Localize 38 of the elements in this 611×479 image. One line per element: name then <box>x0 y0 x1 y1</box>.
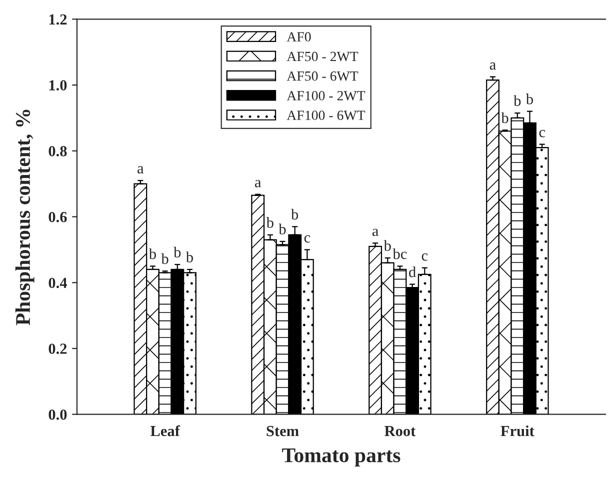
x-tick-label: Stem <box>266 426 299 436</box>
data-label: a <box>490 62 496 70</box>
legend-label: AF100 - 2WT <box>286 91 366 100</box>
data-label: d <box>409 266 416 278</box>
data-label: b <box>161 253 168 264</box>
data-label: b <box>291 208 298 220</box>
data-label: a <box>138 166 144 174</box>
x-tick-label: Root <box>384 426 416 436</box>
legend-label: AF0 <box>286 32 311 42</box>
data-label: b <box>514 95 521 106</box>
y-tick-label: 0.4 <box>48 278 67 288</box>
data-label: c <box>539 130 545 138</box>
y-tick-label: 0.8 <box>48 146 67 156</box>
x-tick-label: Leaf <box>150 425 180 436</box>
data-label: b <box>526 94 533 104</box>
data-label: c <box>422 253 428 261</box>
y-tick-label: 0.2 <box>48 344 67 354</box>
y-tick-label: 0.0 <box>48 409 67 420</box>
data-label: b <box>266 217 274 228</box>
y-tick-label: 0.6 <box>48 212 67 222</box>
data-label: c <box>304 235 310 243</box>
data-label: b <box>148 248 156 260</box>
legend-label: AF50 - 2WT <box>286 52 358 62</box>
y-tick-label: 1.2 <box>49 14 67 25</box>
data-label: b <box>186 252 193 262</box>
data-label: b <box>174 246 181 258</box>
data-label: b <box>384 240 391 251</box>
y-axis-title: Phosphorous content, % <box>15 110 34 326</box>
y-tick-label: 1.0 <box>49 80 67 91</box>
data-label: a <box>255 180 262 188</box>
data-label: b <box>501 112 508 124</box>
x-axis-title: Tomato parts <box>282 448 400 467</box>
legend-label: AF100 - 6WT <box>286 110 366 120</box>
data-label: bc <box>392 248 407 260</box>
legend-label: AF50 - 6WT <box>286 71 358 81</box>
data-label: a <box>372 228 378 236</box>
x-tick-label: Fruit <box>500 425 534 436</box>
data-label: b <box>278 224 286 234</box>
